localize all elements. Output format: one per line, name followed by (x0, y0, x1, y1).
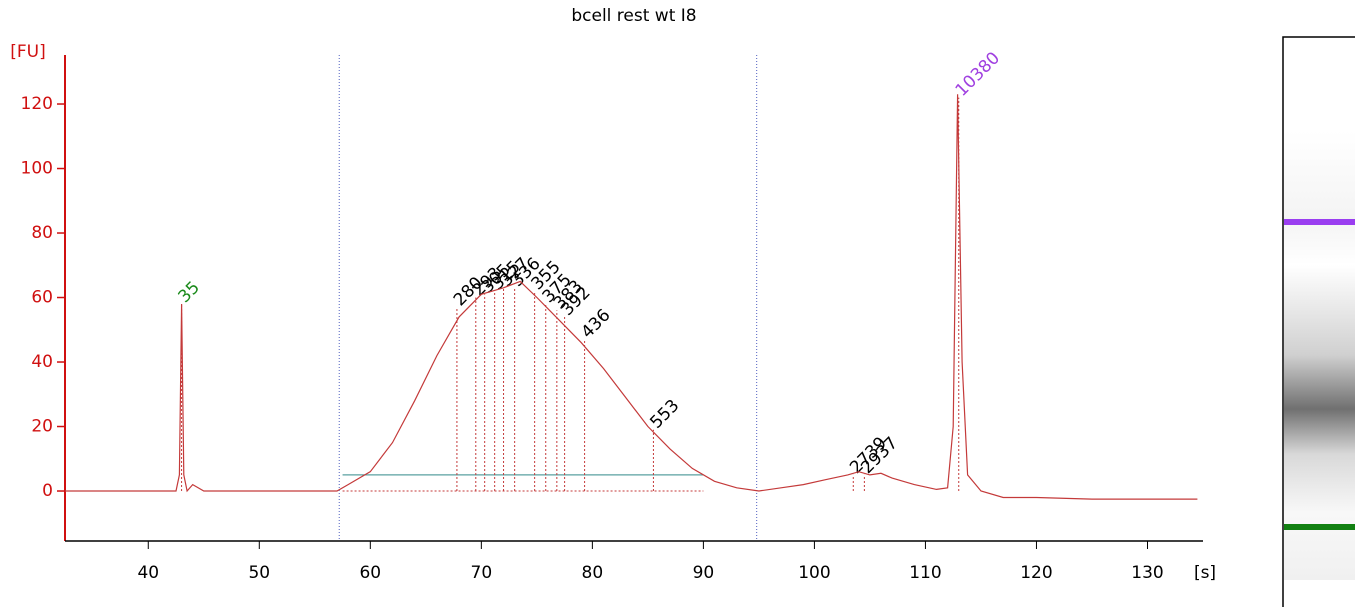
x-tick-label: 120 (1020, 563, 1052, 583)
x-tick-label: 50 (248, 563, 270, 583)
y-tick-label: 40 (31, 352, 53, 372)
x-tick-label: 100 (798, 563, 830, 583)
y-tick-label: 100 (21, 159, 53, 179)
y-tick-label: 60 (31, 288, 53, 308)
gel-smear (1284, 130, 1355, 580)
y-tick-label: 0 (42, 481, 53, 501)
chart-title: bcell rest wt I8 (571, 6, 696, 26)
lower-marker-band (1284, 524, 1355, 530)
y-tick-label: 20 (31, 417, 53, 437)
peak-label: 436 (578, 305, 615, 342)
x-tick-label: 110 (909, 563, 941, 583)
x-tick-label: 40 (137, 563, 159, 583)
peak-label: 35 (175, 278, 204, 307)
x-axis-label: [s] (1194, 563, 1216, 583)
x-tick-label: 80 (582, 563, 604, 583)
x-tick-label: 130 (1131, 563, 1163, 583)
peak-label: 10380 (952, 48, 1004, 100)
trace (65, 94, 1198, 500)
peak-label: 553 (646, 396, 683, 433)
y-tick-label: 120 (21, 94, 53, 114)
y-tick-label: 80 (31, 223, 53, 243)
y-axis-label: [FU] (10, 42, 46, 62)
x-tick-label: 70 (471, 563, 493, 583)
x-tick-label: 90 (693, 563, 715, 583)
gel-lane (1282, 36, 1355, 607)
x-tick-label: 60 (359, 563, 381, 583)
upper-marker-band (1284, 219, 1355, 225)
